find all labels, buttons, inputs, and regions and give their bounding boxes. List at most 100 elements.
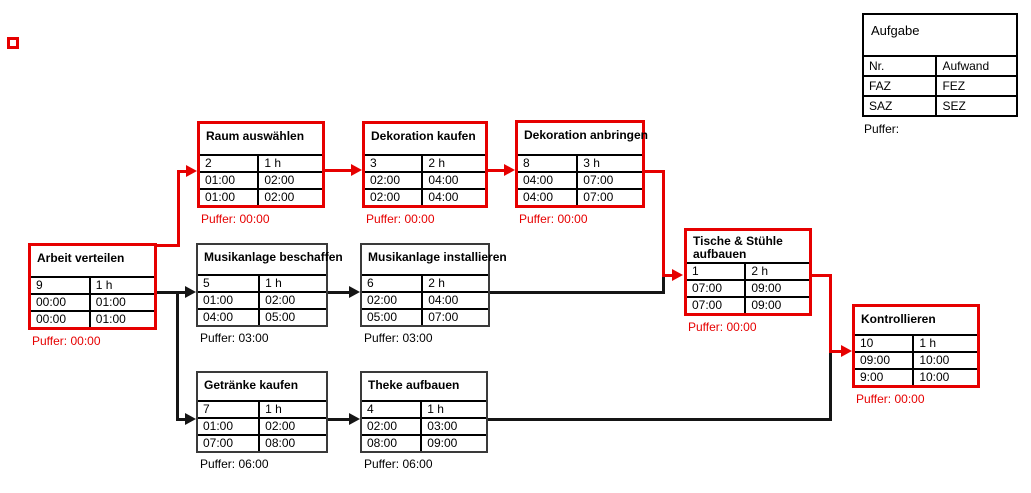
task-faz: 01:00	[200, 171, 258, 188]
puffer-label: Puffer: 03:00	[200, 331, 269, 345]
edge-segment	[177, 170, 180, 247]
task-saz: 07:00	[198, 434, 259, 451]
task-sez: 09:00	[420, 434, 486, 451]
task-nr: 10	[855, 334, 913, 351]
puffer-label: Puffer: 00:00	[688, 320, 757, 334]
task-sez: 08:00	[258, 434, 326, 451]
task-aufwand: 1 h	[420, 400, 486, 417]
task-saz: 04:00	[518, 188, 577, 205]
puffer-label: Puffer: 00:00	[519, 212, 588, 226]
task-table: 7 1 h 01:00 02:00 07:00 08:00	[198, 400, 326, 451]
task-title: Theke aufbauen	[368, 378, 460, 392]
task-sez: 02:00	[257, 188, 322, 205]
task-node-musikanlage-installieren: Musikanlage installieren 6 2 h 02:00 04:…	[360, 243, 507, 327]
task-node-dekoration-kaufen: Dekoration kaufen 3 2 h 02:00 04:00 02:0…	[362, 121, 488, 208]
task-nr: 3	[365, 154, 422, 171]
task-title: Dekoration kaufen	[371, 129, 476, 143]
task-sez: 09:00	[744, 296, 809, 313]
task-aufwand: 2 h	[744, 262, 809, 279]
task-faz: 04:00	[518, 171, 577, 188]
task-saz: 02:00	[365, 188, 422, 205]
arrowhead	[185, 413, 196, 425]
arrowhead	[351, 164, 362, 176]
task-aufwand: 1 h	[912, 334, 977, 351]
task-aufwand: 3 h	[576, 154, 642, 171]
arrowhead	[841, 345, 852, 357]
edge-segment	[490, 291, 665, 294]
task-sez: 07:00	[576, 188, 642, 205]
edge-segment	[812, 274, 832, 277]
task-faz: 01:00	[198, 417, 259, 434]
puffer-label: Puffer: 00:00	[201, 212, 270, 226]
task-sez: 04:00	[421, 188, 485, 205]
edge-segment	[328, 291, 349, 294]
legend-nr: Nr.	[864, 55, 936, 75]
task-nr: 6	[362, 274, 422, 291]
task-saz: 01:00	[200, 188, 258, 205]
legend-aufwand: Aufwand	[935, 55, 1016, 75]
task-faz: 09:00	[855, 351, 913, 368]
task-node-dekoration-anbringen: Dekoration anbringen 8 3 h 04:00 07:00 0…	[515, 120, 649, 208]
puffer-label: Puffer: 00:00	[366, 212, 435, 226]
task-table: 2 1 h 01:00 02:00 01:00 02:00	[200, 154, 322, 205]
task-table: 10 1 h 09:00 10:00 9:00 10:00	[855, 334, 977, 385]
task-saz: 04:00	[198, 308, 259, 325]
task-aufwand: 2 h	[421, 154, 485, 171]
task-title: Tische & Stühle aufbauen	[693, 234, 783, 261]
task-nr: 2	[200, 154, 258, 171]
arrowhead	[672, 269, 683, 281]
task-fez: 04:00	[421, 171, 485, 188]
task-saz: 07:00	[687, 296, 745, 313]
legend-faz: FAZ	[864, 75, 936, 95]
task-node-theke-aufbauen: Theke aufbauen 4 1 h 02:00 03:00 08:00 0…	[360, 371, 488, 453]
task-table: 6 2 h 02:00 04:00 05:00 07:00	[362, 274, 488, 325]
edge-segment	[662, 276, 665, 294]
task-table: 1 2 h 07:00 09:00 07:00 09:00	[687, 262, 809, 313]
task-title: Getränke kaufen	[204, 378, 299, 392]
puffer-label: Puffer: 03:00	[364, 331, 433, 345]
task-title: Kontrollieren	[861, 312, 936, 326]
arrowhead	[185, 286, 196, 298]
arrowhead	[349, 413, 360, 425]
task-fez: 07:00	[576, 171, 642, 188]
task-faz: 07:00	[687, 279, 745, 296]
legend-box: Aufgabe Nr. Aufwand FAZ FEZ SAZ SEZ	[862, 13, 1018, 117]
task-title: Dekoration anbringen	[524, 128, 649, 142]
task-table: 9 1 h 00:00 01:00 00:00 01:00	[31, 276, 154, 327]
edge-segment	[176, 291, 179, 420]
task-table: 4 1 h 02:00 03:00 08:00 09:00	[362, 400, 486, 451]
edge-segment	[180, 170, 186, 173]
task-fez: 02:00	[258, 417, 326, 434]
legend-fez: FEZ	[935, 75, 1016, 95]
task-aufwand: 1 h	[257, 154, 322, 171]
task-table: 3 2 h 02:00 04:00 02:00 04:00	[365, 154, 485, 205]
task-nr: 8	[518, 154, 577, 171]
puffer-label: Puffer: 00:00	[32, 334, 101, 348]
task-node-arbeit-verteilen: Arbeit verteilen 9 1 h 00:00 01:00 00:00…	[28, 243, 157, 330]
edge-segment	[176, 418, 185, 421]
critical-path-marker	[7, 37, 19, 49]
task-table: 8 3 h 04:00 07:00 04:00 07:00	[518, 154, 642, 205]
task-sez: 01:00	[88, 310, 154, 327]
task-nr: 5	[198, 274, 259, 291]
edge-segment	[829, 274, 832, 353]
puffer-label: Puffer: 00:00	[856, 392, 925, 406]
edge-segment	[662, 274, 672, 277]
edge-segment	[488, 418, 832, 421]
task-fez: 10:00	[912, 351, 977, 368]
task-sez: 05:00	[258, 308, 326, 325]
task-saz: 00:00	[31, 310, 89, 327]
task-node-musikanlage-beschaffen: Musikanlage beschaffen 5 1 h 01:00 02:00…	[196, 243, 343, 327]
task-nr: 9	[31, 276, 89, 293]
task-faz: 00:00	[31, 293, 89, 310]
task-table: 5 1 h 01:00 02:00 04:00 05:00	[198, 274, 326, 325]
task-faz: 01:00	[198, 291, 259, 308]
arrowhead	[349, 286, 360, 298]
task-fez: 02:00	[257, 171, 322, 188]
task-node-kontrollieren: Kontrollieren 10 1 h 09:00 10:00 9:00 10…	[852, 304, 980, 388]
task-fez: 02:00	[258, 291, 326, 308]
task-nr: 7	[198, 400, 259, 417]
task-aufwand: 1 h	[88, 276, 154, 293]
task-fez: 03:00	[420, 417, 486, 434]
